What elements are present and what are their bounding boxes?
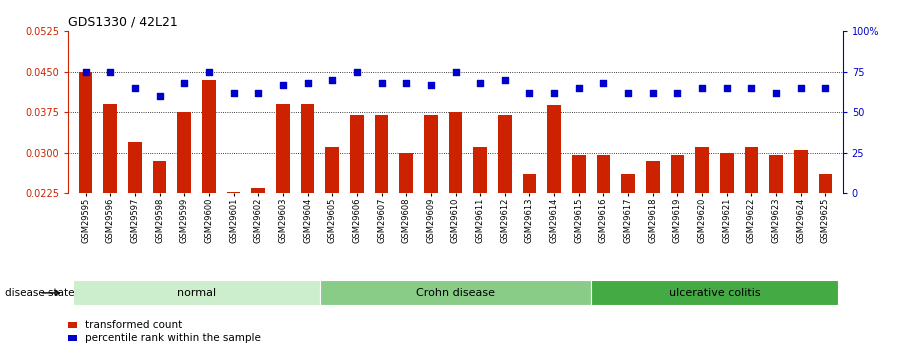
Bar [227,191,241,315]
Text: percentile rank within the sample: percentile rank within the sample [85,333,261,343]
Point [78,69,93,74]
Bar [374,115,388,315]
Point [399,80,414,86]
Bar [104,104,117,315]
Point [424,82,438,87]
Bar [695,147,709,315]
Point [620,90,635,96]
Point [695,85,710,91]
Bar [128,142,142,315]
Point [276,82,291,87]
Bar [68,335,77,341]
Point [793,85,808,91]
Point [547,90,561,96]
Point [177,80,191,86]
Point [128,85,142,91]
Bar [720,152,733,315]
Point [251,90,265,96]
Text: GDS1330 / 42L21: GDS1330 / 42L21 [68,16,178,29]
Point [301,80,315,86]
Point [744,85,759,91]
Bar [68,322,77,328]
Bar [591,280,838,305]
Point [201,69,216,74]
Bar [498,115,512,315]
Bar [320,280,591,305]
Bar [572,155,586,315]
Bar [523,174,537,315]
Point [720,85,734,91]
Point [448,69,463,74]
Bar [670,155,684,315]
Point [226,90,241,96]
Point [769,90,783,96]
Bar [621,174,635,315]
Bar [769,155,783,315]
Point [350,69,364,74]
Bar [449,112,462,315]
Bar [646,161,660,315]
Point [596,80,610,86]
Point [571,85,586,91]
Bar [153,161,167,315]
Point [152,93,167,99]
Bar [301,104,314,315]
Point [818,85,833,91]
Bar [79,71,92,315]
Text: Crohn disease: Crohn disease [416,288,495,298]
Bar [548,105,561,315]
Bar [399,152,413,315]
Point [103,69,118,74]
Point [522,90,537,96]
Bar [597,155,610,315]
Point [473,80,487,86]
Bar [350,115,363,315]
Bar [794,150,807,315]
Bar [73,280,320,305]
Text: disease state: disease state [5,288,74,298]
Point [670,90,685,96]
Bar [178,112,191,315]
Text: transformed count: transformed count [85,320,182,330]
Point [646,90,660,96]
Bar [202,80,216,315]
Point [374,80,389,86]
Bar [474,147,487,315]
Bar [819,174,832,315]
Point [325,77,340,82]
Text: normal: normal [177,288,216,298]
Bar [276,104,290,315]
Bar [251,188,265,315]
Bar [424,115,437,315]
Bar [744,147,758,315]
Bar [325,147,339,315]
Point [497,77,512,82]
Text: ulcerative colitis: ulcerative colitis [669,288,761,298]
